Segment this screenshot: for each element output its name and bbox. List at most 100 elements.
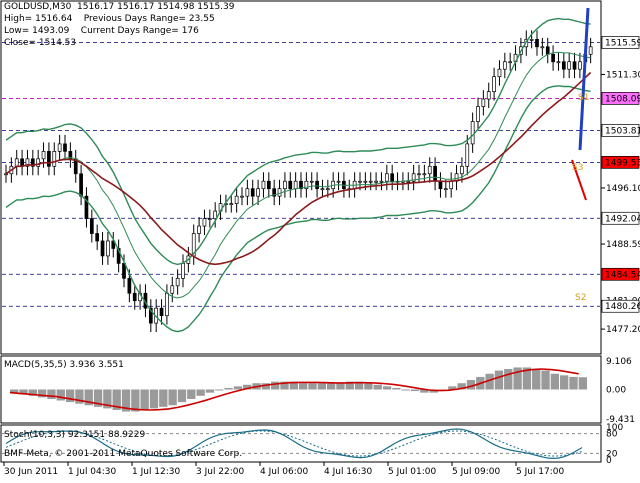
macd-histogram-bar	[65, 389, 75, 403]
candle-body	[320, 188, 325, 191]
candle-body	[460, 165, 464, 175]
macd-histogram-bar	[261, 383, 271, 390]
candle-body	[556, 61, 561, 64]
macd-histogram-bar	[84, 389, 93, 406]
stoch-axis-label: 100	[606, 423, 623, 433]
candle-body	[427, 165, 432, 175]
price-tag	[601, 299, 640, 313]
candle-body	[261, 180, 266, 190]
candle-body	[476, 106, 480, 122]
price-axis-label: 1511.30	[606, 70, 640, 80]
candle-body	[358, 180, 362, 183]
candle-body	[106, 240, 110, 257]
macd-histogram-bar	[578, 377, 587, 390]
symbol-label: GOLDUSD,M30	[4, 2, 72, 12]
candle-body	[304, 180, 309, 190]
candle-body	[89, 218, 94, 234]
low-label: Low= 1493.09	[4, 26, 70, 36]
candle-body	[95, 233, 100, 242]
macd-histogram-bar	[392, 387, 401, 390]
candle-body	[315, 180, 319, 190]
candle-body	[272, 188, 277, 197]
time-axis-label: 30 Jun 2011	[4, 467, 58, 477]
macd-histogram-bar	[513, 367, 522, 390]
candle-body	[207, 218, 212, 220]
pivot-label: S1	[578, 93, 589, 103]
candle-body	[213, 210, 218, 219]
macd-histogram-bar	[233, 386, 243, 390]
macd-histogram-bar	[168, 389, 177, 406]
stoch-axis-label: 20	[606, 449, 618, 459]
axis-layer: 1511.301503.811496.101488.591481.001477.…	[3, 36, 640, 477]
stoch-title: Stoch(10,3,3) 92.3151 88.9229	[4, 430, 146, 440]
macd-histogram-bar	[448, 386, 457, 390]
macd-histogram-bar	[457, 383, 466, 390]
time-axis-label: 4 Jul 16:30	[324, 467, 373, 477]
upper-band-line	[5, 17, 591, 266]
header-line-1: GOLDUSD,M30 1516.17 1516.17 1514.98 1515…	[4, 2, 235, 12]
macd-histogram-bar	[47, 389, 56, 399]
macd-histogram-bar	[569, 376, 578, 390]
candle-body	[588, 46, 593, 55]
candle-body	[567, 61, 572, 70]
prev-range-label: Previous Days Range= 23.55	[83, 14, 215, 24]
macd-axis-label: 9.106	[606, 357, 632, 367]
candle-body	[336, 180, 341, 183]
macd-histogram-bar	[103, 389, 112, 409]
candle-body	[465, 143, 470, 167]
candle-body	[481, 98, 486, 107]
stoch-axis-label: 80	[606, 430, 618, 440]
macd-histogram-bar	[326, 383, 336, 390]
price-tag-label: 1480.26	[605, 302, 640, 312]
time-axis-label: 5 Jul 09:00	[452, 467, 501, 477]
lower-band-line	[5, 85, 591, 333]
time-axis-label: 3 Jul 22:00	[196, 467, 245, 477]
macd-histogram-bar	[560, 375, 569, 390]
candle-body	[433, 165, 437, 182]
macd-histogram-bar	[196, 389, 205, 396]
price-axis-label: 1488.59	[606, 240, 640, 250]
stoch-axis-label: 0	[606, 456, 612, 466]
time-axis-label: 1 Jul 12:30	[132, 467, 181, 477]
price-tag-label: 1515.59	[605, 38, 640, 48]
copyright-text: BMF-Meta, © 2001-2011 MetaQuotes Softwar…	[4, 449, 243, 459]
macd-histogram-bar	[159, 389, 168, 407]
candle-body	[181, 263, 185, 279]
pivot-label: S3	[572, 163, 583, 173]
candle-body	[277, 188, 282, 197]
candle-body	[363, 180, 368, 183]
macd-histogram-bar	[345, 381, 354, 390]
candle-body	[175, 277, 180, 287]
macd-histogram-bar	[336, 383, 345, 390]
pivot-label: S2	[575, 293, 586, 303]
macd-histogram-bar	[354, 381, 364, 390]
candle-body	[535, 38, 539, 48]
macd-histogram-bar	[317, 383, 326, 390]
candle-body	[384, 173, 389, 182]
candle-body	[57, 143, 62, 152]
macd-histogram-bar	[494, 370, 504, 390]
macd-histogram-bar	[541, 370, 550, 390]
candle-body	[443, 188, 448, 191]
macd-histogram-bar	[149, 389, 159, 409]
candle-body	[438, 180, 443, 190]
candle-body	[325, 188, 330, 191]
price-layer: S1 S2 S3	[2, 7, 600, 333]
macd-axis-label: 0.00	[606, 386, 626, 396]
macd-histogram-bar	[19, 389, 28, 395]
stoch-panel	[0, 424, 602, 463]
macd-histogram-bar	[466, 380, 476, 390]
candle-body	[390, 173, 395, 182]
macd-histogram-bar	[140, 389, 149, 410]
candle-body	[100, 240, 105, 257]
candle-body	[551, 53, 555, 63]
candle-body	[529, 38, 534, 41]
candle-body	[545, 46, 550, 55]
candle-body	[30, 158, 35, 167]
candle-body	[256, 188, 260, 197]
price-tag-label: 1484.54	[605, 270, 640, 280]
close-label: Close= 1514.53	[4, 38, 77, 48]
stoch-layer	[2, 428, 600, 460]
